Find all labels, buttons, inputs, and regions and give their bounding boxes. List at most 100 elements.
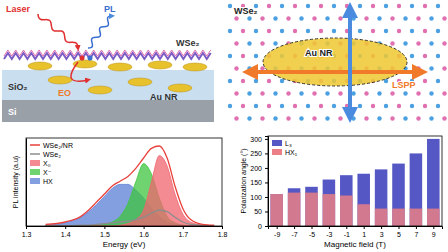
tick-label: 300 <box>250 136 262 143</box>
lattice-atom <box>429 91 433 95</box>
lattice-atom <box>423 54 427 58</box>
bar <box>305 193 318 226</box>
lattice-atom <box>410 104 414 108</box>
x-axis-title: Energy (eV) <box>103 240 146 249</box>
diagram-label: PL <box>104 4 116 14</box>
lattice-atom <box>410 29 414 33</box>
lattice-atom <box>423 104 427 108</box>
tick-mark <box>433 226 434 229</box>
gold-nanorod <box>28 62 52 70</box>
lattice-atom <box>397 104 401 108</box>
bar <box>410 153 423 226</box>
lattice-atom <box>234 41 238 45</box>
x-axis: -9-7-5-3-113579 <box>269 226 443 238</box>
bar <box>340 175 353 226</box>
lattice-atom <box>403 116 407 120</box>
tick-label: 0 <box>258 223 262 230</box>
lattice-atom <box>390 91 394 95</box>
tick-label: 50 <box>254 208 262 215</box>
lattice-atom <box>306 104 310 108</box>
lattice-atom <box>247 16 251 20</box>
lattice-atom <box>299 91 303 95</box>
lattice-atom <box>377 116 381 120</box>
bar <box>392 209 405 226</box>
lattice-atom <box>293 4 297 8</box>
lattice-atom <box>416 91 420 95</box>
tick: 5 <box>397 226 401 238</box>
lattice-atom <box>384 104 388 108</box>
x-axis-title: Magnetic field (T) <box>324 240 386 249</box>
lattice-atom <box>312 91 316 95</box>
tick-label: -3 <box>326 231 332 238</box>
lattice-atom <box>319 29 323 33</box>
plot-area <box>270 139 439 226</box>
tick: 1.8 <box>218 226 228 238</box>
axis-line <box>269 227 443 230</box>
lattice-atom <box>228 4 232 8</box>
tick-mark <box>265 226 268 227</box>
pl-chart: 1.31.41.51.61.71.8Energy (eV)PL intensit… <box>12 138 227 249</box>
lattice-atom <box>429 66 433 70</box>
tick-mark <box>265 139 268 140</box>
lattice-atom <box>280 104 284 108</box>
lattice-atom <box>299 16 303 20</box>
tick: 1.6 <box>139 226 149 238</box>
lattice-atom <box>384 29 388 33</box>
sio2-layer <box>2 70 214 100</box>
lattice-atom <box>358 29 362 33</box>
lattice-atom <box>338 91 342 95</box>
tick: 7 <box>414 226 418 238</box>
legend: WSe₂/NRWSe₂X₀X⁻HX <box>30 142 73 185</box>
bar <box>323 194 336 226</box>
tick-mark <box>222 226 223 229</box>
tick-mark <box>265 197 268 198</box>
y-axis <box>26 139 27 227</box>
tick-mark <box>265 182 268 183</box>
legend-swatch <box>30 144 40 146</box>
lattice-atom <box>410 4 414 8</box>
tick-mark <box>265 168 268 169</box>
lattice-atom <box>247 91 251 95</box>
tick-mark <box>183 226 184 229</box>
lattice-atom <box>397 29 401 33</box>
lattice-atom <box>267 79 271 83</box>
bar <box>305 187 318 226</box>
lattice-atom <box>293 104 297 108</box>
figure: LaserPLWSe₂SiO₂SiAu NREOWSe₂Au NRLSPP1.3… <box>0 0 448 252</box>
gold-nanorod <box>183 63 207 71</box>
tick: 1.3 <box>22 226 32 238</box>
tick-mark <box>399 226 400 229</box>
tick-label: 250 <box>250 150 262 157</box>
tick: 200 <box>250 165 268 172</box>
lattice-atom <box>371 104 375 108</box>
lattice-atom <box>234 66 238 70</box>
lattice-atom <box>390 116 394 120</box>
diagram-label: Au NR <box>305 48 333 58</box>
lattice-atom <box>241 79 245 83</box>
lattice-atom <box>377 16 381 20</box>
y-axis: 050100150200250300 <box>250 136 268 230</box>
diagram-label: Laser <box>6 4 31 14</box>
bar <box>392 164 405 226</box>
tick: 1.5 <box>100 226 110 238</box>
vertical-arrow <box>348 10 352 115</box>
si-layer <box>2 100 214 122</box>
axis-line <box>27 227 223 230</box>
lattice-atom <box>228 104 232 108</box>
gold-nanorod <box>148 61 172 69</box>
bar <box>357 174 370 226</box>
legend-label: WSe₂/NR <box>43 142 73 149</box>
lattice-atom <box>254 29 258 33</box>
bar <box>288 193 301 226</box>
diagram-label: Au NR <box>150 92 178 102</box>
tick-mark <box>144 226 145 229</box>
tick-mark <box>265 153 268 154</box>
lspp-arrow <box>250 70 420 74</box>
legend: L₃HX₁ <box>272 140 298 156</box>
tick-mark <box>416 226 417 229</box>
lattice-atom <box>423 79 427 83</box>
lattice-atom <box>241 54 245 58</box>
lattice-atom <box>280 79 284 83</box>
lattice-atom <box>286 16 290 20</box>
lattice-atom <box>332 104 336 108</box>
